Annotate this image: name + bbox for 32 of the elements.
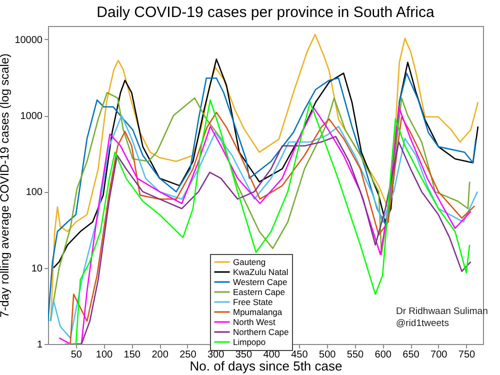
line-series bbox=[52, 58, 479, 268]
x-tick-label: 100 bbox=[96, 350, 114, 360]
legend-label: Northern Cape bbox=[233, 327, 290, 337]
y-tick-label: 1000 bbox=[20, 111, 43, 122]
legend-label: Free State bbox=[233, 297, 273, 307]
y-tick-label: 100 bbox=[26, 187, 43, 198]
chart-title: Daily COVID-19 cases per province in South Africa bbox=[96, 4, 435, 21]
x-tick-label: 550 bbox=[346, 350, 364, 360]
x-tick-label: 750 bbox=[458, 350, 476, 360]
x-axis-title: No. of days since 5th case bbox=[190, 358, 342, 374]
x-tick-label: 500 bbox=[319, 350, 336, 360]
legend-label: Western Cape bbox=[233, 277, 288, 287]
legend-label: North West bbox=[233, 317, 276, 327]
annotation: Dr Ridhwaan Suliman bbox=[396, 306, 488, 317]
x-tick-label: 700 bbox=[430, 350, 448, 360]
annotation: @rid1tweets bbox=[396, 318, 450, 329]
x-tick-label: 250 bbox=[180, 350, 197, 360]
x-tick-label: 150 bbox=[124, 350, 141, 360]
x-tick-label: 50 bbox=[70, 350, 82, 360]
legend-label: Eastern Cape bbox=[233, 287, 286, 297]
legend-label: Mpumalanga bbox=[233, 307, 282, 317]
y-tick-label: 10000 bbox=[14, 34, 43, 46]
y-axis-title: 7-day rolling average COVID-19 cases (log scale) bbox=[0, 53, 12, 318]
x-tick-label: 450 bbox=[291, 350, 308, 360]
legend-label: KwaZulu Natal bbox=[233, 267, 288, 277]
x-tick-label: 600 bbox=[374, 350, 392, 360]
x-tick-label: 650 bbox=[402, 350, 420, 360]
y-tick-label: 1 bbox=[36, 340, 43, 350]
legend-label: Limpopo bbox=[233, 337, 266, 347]
y-tick-label: 10 bbox=[31, 263, 43, 274]
legend-label: Gauteng bbox=[233, 257, 266, 267]
x-tick-label: 200 bbox=[152, 350, 169, 360]
